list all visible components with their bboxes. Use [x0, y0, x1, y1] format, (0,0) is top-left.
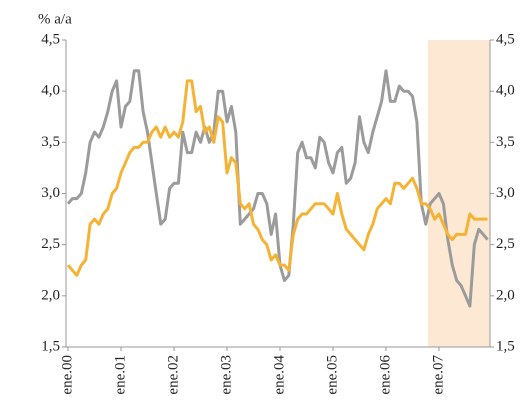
y2-tick-label: 3,0	[496, 185, 515, 201]
y2-tick-label: 2,5	[496, 236, 515, 252]
x-tick-label: ene.06	[377, 355, 393, 395]
y-tick-label: 3,5	[41, 134, 60, 150]
y2-tick-label: 2,0	[496, 287, 515, 303]
series-line	[66, 79, 488, 277]
x-tick-label: ene.03	[218, 355, 234, 395]
y2-tick-label: 4,5	[496, 31, 515, 47]
x-tick-label: ene.07	[430, 355, 446, 395]
x-tick-label: ene.02	[165, 355, 181, 395]
y-axis-label: % a/a	[38, 11, 72, 27]
x-tick-label: ene.01	[112, 355, 128, 395]
y-tick-label: 4,0	[41, 83, 60, 99]
y2-tick-label: 3,5	[496, 134, 515, 150]
x-tick-label: ene.05	[324, 355, 340, 395]
x-tick-label: ene.04	[271, 355, 287, 395]
y2-tick-label: 1,5	[496, 338, 515, 354]
x-tick-label: ene.00	[59, 355, 75, 395]
y-tick-label: 4,5	[41, 31, 60, 47]
y-tick-label: 2,0	[41, 287, 60, 303]
y-tick-label: 2,5	[41, 236, 60, 252]
y-tick-label: 3,0	[41, 185, 60, 201]
y-tick-label: 1,5	[41, 338, 60, 354]
series-line	[66, 69, 489, 308]
y2-tick-label: 4,0	[496, 83, 515, 99]
